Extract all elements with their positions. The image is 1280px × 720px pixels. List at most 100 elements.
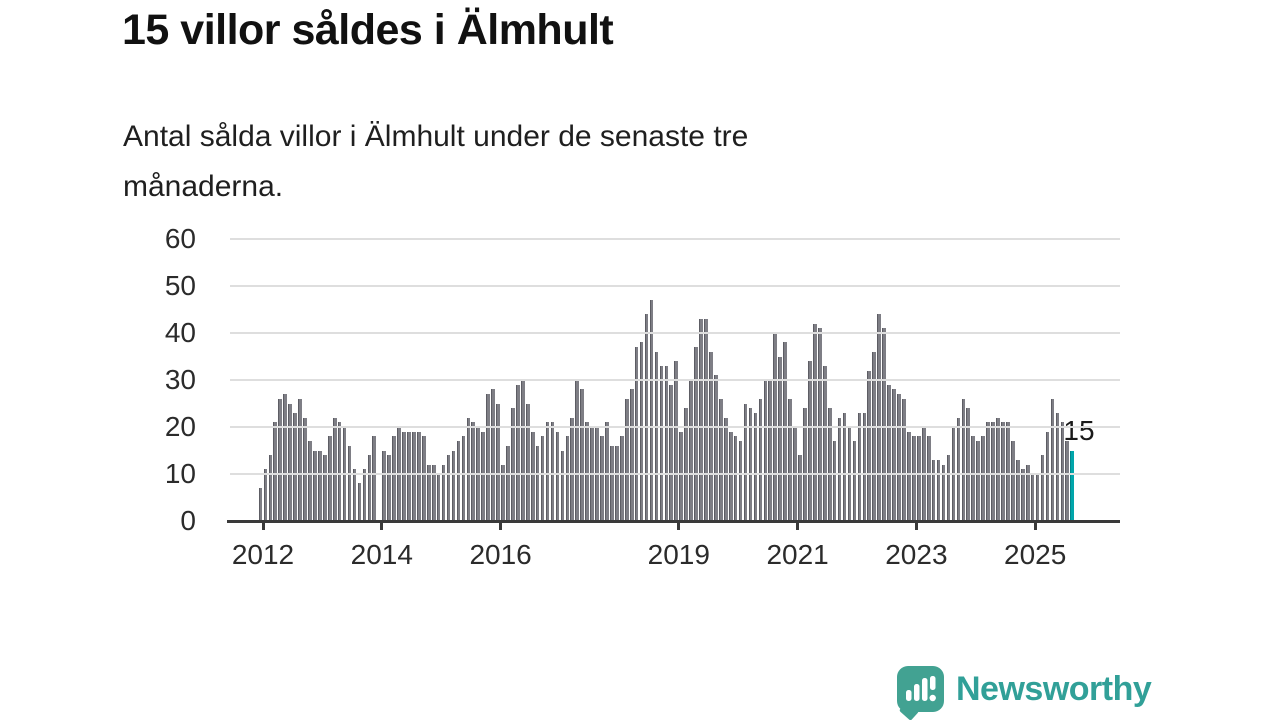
x-axis-label: 2025 bbox=[1004, 539, 1067, 570]
bar bbox=[530, 431, 535, 521]
bar bbox=[976, 441, 981, 521]
bar bbox=[446, 455, 451, 521]
bar bbox=[803, 408, 807, 521]
bar bbox=[709, 351, 713, 521]
bar bbox=[332, 417, 337, 521]
bar bbox=[867, 370, 872, 521]
bar bbox=[357, 483, 362, 521]
x-axis-label: 2016 bbox=[469, 539, 532, 570]
bar bbox=[392, 436, 396, 521]
bar bbox=[926, 436, 931, 521]
bar bbox=[560, 450, 565, 521]
x-axis-line bbox=[227, 520, 1120, 523]
bar bbox=[649, 300, 654, 521]
bar bbox=[629, 389, 634, 521]
gridline bbox=[230, 473, 1120, 475]
x-axis-tick bbox=[914, 521, 918, 530]
bar bbox=[852, 441, 857, 521]
bar bbox=[417, 431, 421, 521]
bar bbox=[808, 361, 812, 521]
y-axis-label: 30 bbox=[164, 364, 196, 395]
bar bbox=[704, 318, 708, 521]
bar bbox=[936, 459, 941, 521]
x-axis-label: 2019 bbox=[647, 539, 710, 570]
y-axis-label: 20 bbox=[164, 411, 196, 442]
bar bbox=[961, 398, 966, 521]
chart-subtitle: Antal sålda villor i Älmhult under de se… bbox=[123, 112, 748, 212]
bar bbox=[337, 422, 342, 521]
bar bbox=[644, 314, 649, 521]
bar bbox=[817, 328, 822, 521]
bar bbox=[1006, 422, 1010, 521]
bar bbox=[273, 422, 278, 521]
subtitle-line-1: Antal sålda villor i Älmhult under de se… bbox=[123, 120, 749, 153]
bar bbox=[496, 403, 500, 521]
bar bbox=[1055, 412, 1060, 521]
bar bbox=[362, 469, 367, 521]
bar bbox=[827, 408, 832, 521]
bar bbox=[877, 314, 882, 521]
bar bbox=[1050, 398, 1055, 521]
newsworthy-logo: Newsworthy bbox=[897, 666, 1152, 720]
x-axis-tick bbox=[796, 521, 800, 530]
bar bbox=[407, 431, 411, 521]
y-axis-label: 0 bbox=[180, 505, 196, 536]
bar bbox=[511, 408, 515, 521]
bar bbox=[832, 441, 837, 521]
bar bbox=[466, 417, 471, 521]
bar bbox=[813, 323, 817, 521]
bar bbox=[322, 455, 327, 521]
last-value-annotation: 15 bbox=[1063, 414, 1095, 446]
bar bbox=[387, 455, 391, 521]
bar bbox=[283, 394, 288, 521]
bar bbox=[1040, 455, 1045, 521]
x-axis-tick bbox=[499, 521, 503, 530]
bar bbox=[461, 436, 466, 521]
bar bbox=[1001, 422, 1005, 521]
bar bbox=[545, 422, 550, 521]
bar bbox=[486, 394, 490, 521]
bar bbox=[941, 464, 946, 521]
bar bbox=[313, 450, 317, 521]
bar bbox=[258, 488, 263, 521]
x-axis-tick bbox=[677, 521, 681, 530]
bar bbox=[619, 436, 624, 521]
bar bbox=[882, 328, 886, 521]
bar bbox=[718, 398, 723, 521]
bar bbox=[550, 422, 555, 521]
bar bbox=[441, 464, 446, 521]
bar bbox=[783, 342, 787, 521]
bar bbox=[1045, 431, 1050, 521]
x-axis-label: 2012 bbox=[231, 539, 295, 570]
bar bbox=[931, 459, 936, 521]
speech-bubble-bar-chart-icon bbox=[897, 666, 944, 720]
bar bbox=[822, 365, 827, 521]
bar bbox=[1015, 459, 1020, 521]
bar bbox=[516, 384, 520, 521]
bar bbox=[293, 412, 297, 521]
bar bbox=[897, 394, 901, 521]
bar bbox=[778, 356, 783, 521]
bar bbox=[1030, 474, 1035, 521]
bar bbox=[907, 431, 911, 521]
bar bbox=[634, 347, 639, 521]
bar bbox=[753, 412, 758, 521]
bar bbox=[555, 431, 560, 521]
bar bbox=[679, 431, 684, 521]
x-axis-tick bbox=[380, 521, 384, 530]
bar bbox=[654, 351, 659, 521]
bar bbox=[986, 422, 990, 521]
bar bbox=[431, 464, 436, 521]
bar bbox=[699, 318, 703, 521]
bar bbox=[600, 436, 604, 521]
bar bbox=[862, 412, 867, 521]
bar bbox=[570, 417, 575, 521]
bar bbox=[575, 380, 580, 521]
bar bbox=[525, 403, 530, 521]
bar bbox=[902, 398, 906, 521]
bar bbox=[268, 455, 273, 521]
bar bbox=[723, 417, 728, 521]
bar bbox=[971, 436, 976, 521]
bar bbox=[991, 422, 995, 521]
bar bbox=[298, 398, 302, 521]
